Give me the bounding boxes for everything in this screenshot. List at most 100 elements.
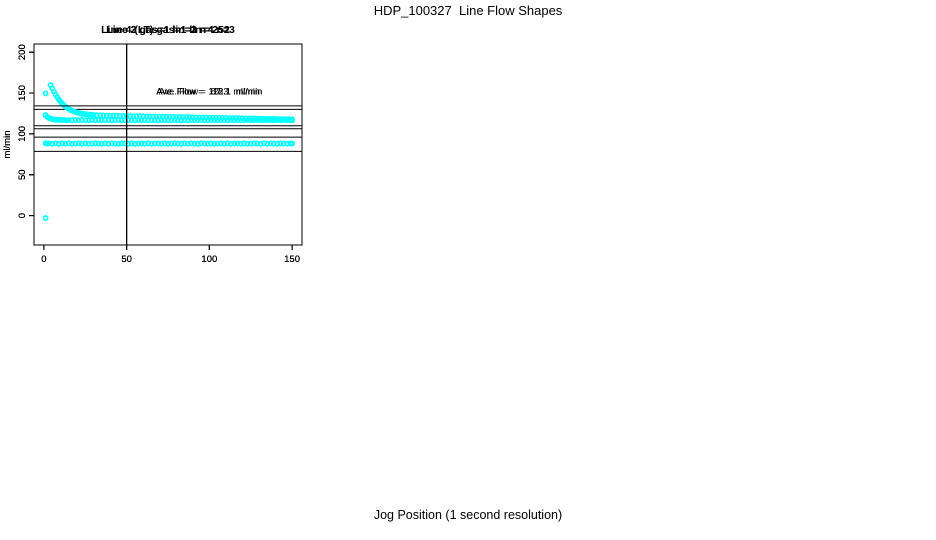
x-tick-label: 100 xyxy=(201,254,217,265)
data-point xyxy=(131,140,138,147)
data-point xyxy=(186,114,193,121)
y-axis-title: ml/min xyxy=(2,131,13,159)
data-point xyxy=(65,140,72,147)
data-point xyxy=(85,117,92,124)
data-point xyxy=(289,116,295,123)
data-point xyxy=(161,140,168,147)
data-point xyxy=(112,140,118,147)
data-point xyxy=(194,140,201,147)
data-point xyxy=(113,112,120,119)
data-point xyxy=(100,112,107,119)
y-tick-label: 100 xyxy=(17,126,28,142)
data-point xyxy=(153,113,160,120)
data-point xyxy=(75,140,82,147)
data-point xyxy=(289,140,295,147)
data-point xyxy=(216,114,223,121)
data-point xyxy=(85,140,92,147)
data-point xyxy=(189,114,196,121)
data-point xyxy=(49,140,56,147)
data-point xyxy=(130,113,137,119)
data-point xyxy=(103,112,110,119)
x-tick-label: 100 xyxy=(201,254,217,265)
data-point xyxy=(244,140,251,147)
data-point xyxy=(272,116,279,122)
data-point xyxy=(252,115,259,122)
data-point xyxy=(179,114,186,120)
y-tick-label: 50 xyxy=(17,169,28,180)
data-point xyxy=(95,117,102,123)
data-point xyxy=(226,115,233,121)
x-tick-label: 100 xyxy=(201,254,217,265)
data-point xyxy=(274,140,281,147)
data-point xyxy=(65,117,72,123)
data-point xyxy=(46,140,52,147)
data-point xyxy=(52,140,59,147)
data-point xyxy=(168,140,175,147)
data-point xyxy=(231,140,238,147)
data-point xyxy=(275,116,282,122)
panel-title: Line 4 (LT) gas=1 lin=4 n=3 xyxy=(101,24,235,36)
data-point xyxy=(72,140,79,147)
data-point xyxy=(108,140,115,147)
data-point xyxy=(284,140,290,147)
data-point xyxy=(267,140,274,147)
data-point xyxy=(247,140,254,147)
data-point xyxy=(280,140,287,147)
data-point xyxy=(209,114,216,121)
panel-title: Line 2 gas=1 lin=2 n=252 xyxy=(106,24,230,36)
ave-flow-annotation: Ave. Flow = 87.3 ml/min xyxy=(159,87,260,97)
data-point xyxy=(191,140,198,147)
data-point xyxy=(150,113,156,120)
y-tick-label: 0 xyxy=(17,213,28,218)
data-point xyxy=(246,115,252,122)
data-point xyxy=(254,140,261,147)
data-point xyxy=(242,115,249,122)
y-tick-label: 50 xyxy=(17,169,28,180)
y-tick-label: 200 xyxy=(17,44,28,60)
x-tick-label: 150 xyxy=(284,254,300,265)
data-point xyxy=(183,114,190,120)
data-point xyxy=(270,140,277,147)
x-tick-label: 50 xyxy=(121,254,132,265)
ave-flow-annotation: Ave. Flow = 118.1 ml/min xyxy=(157,87,262,97)
data-point xyxy=(204,140,211,147)
data-point xyxy=(117,113,123,119)
data-point xyxy=(79,140,85,147)
y-axis-title: ml/min xyxy=(2,131,13,159)
data-point xyxy=(262,115,269,122)
data-point xyxy=(206,114,213,121)
data-point xyxy=(184,140,191,147)
data-point xyxy=(224,140,231,147)
data-point xyxy=(285,116,292,123)
data-point xyxy=(251,140,257,147)
data-point xyxy=(108,117,115,124)
data-point xyxy=(158,140,165,147)
data-point xyxy=(128,140,135,147)
data-point xyxy=(264,140,271,147)
data-point xyxy=(199,114,206,121)
x-axis-label: Jog Position (1 second resolution) xyxy=(373,508,563,522)
data-point xyxy=(178,140,185,147)
y-tick-label: 100 xyxy=(17,126,28,142)
data-point xyxy=(208,140,214,147)
data-point xyxy=(160,113,166,120)
data-point xyxy=(72,117,79,123)
data-point xyxy=(135,140,142,147)
data-point xyxy=(249,115,256,122)
data-point xyxy=(120,113,127,119)
data-point xyxy=(174,140,181,147)
data-point xyxy=(115,140,122,147)
x-tick-label: 0 xyxy=(41,254,46,265)
data-point xyxy=(141,140,148,147)
data-point xyxy=(279,116,285,122)
data-point xyxy=(198,140,204,147)
data-point xyxy=(229,115,236,121)
data-point xyxy=(222,115,229,121)
data-point xyxy=(136,113,143,120)
data-point xyxy=(75,117,82,124)
data-point xyxy=(98,117,105,124)
x-tick-label: 150 xyxy=(284,254,300,265)
data-point xyxy=(213,114,219,121)
data-point xyxy=(269,115,276,122)
y-tick-label: 100 xyxy=(17,126,28,142)
